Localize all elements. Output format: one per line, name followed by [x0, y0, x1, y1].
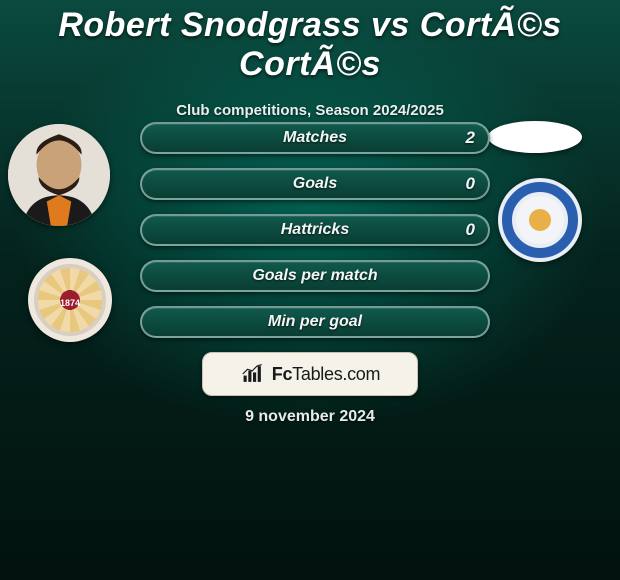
subtitle: Club competitions, Season 2024/2025: [0, 102, 620, 119]
stat-row: Hattricks 0: [0, 210, 620, 256]
source-badge: FcTables.com: [202, 352, 418, 396]
stat-row: Goals 0: [0, 164, 620, 210]
source-badge-text-rest: Tables.com: [292, 364, 380, 384]
source-badge-text-bold: Fc: [272, 364, 292, 384]
stat-row: Matches 2: [0, 118, 620, 164]
page-title: Robert Snodgrass vs CortÃ©s CortÃ©s: [0, 0, 620, 84]
stat-value-p2: 2: [435, 118, 475, 158]
stat-row: Min per goal: [0, 302, 620, 348]
stat-value-p2: 0: [435, 164, 475, 204]
stat-value-p2: 0: [435, 210, 475, 250]
stat-row: Goals per match: [0, 256, 620, 302]
stat-value-p2: [435, 302, 475, 342]
bar-chart-icon: [240, 363, 266, 385]
source-badge-text: FcTables.com: [272, 364, 380, 385]
stats-list: Matches 2 Goals 0 Hattricks 0 Goals per …: [0, 118, 620, 348]
stat-value-p2: [435, 256, 475, 296]
comparison-card: Robert Snodgrass vs CortÃ©s CortÃ©s Club…: [0, 0, 620, 580]
date-label: 9 november 2024: [0, 408, 620, 426]
